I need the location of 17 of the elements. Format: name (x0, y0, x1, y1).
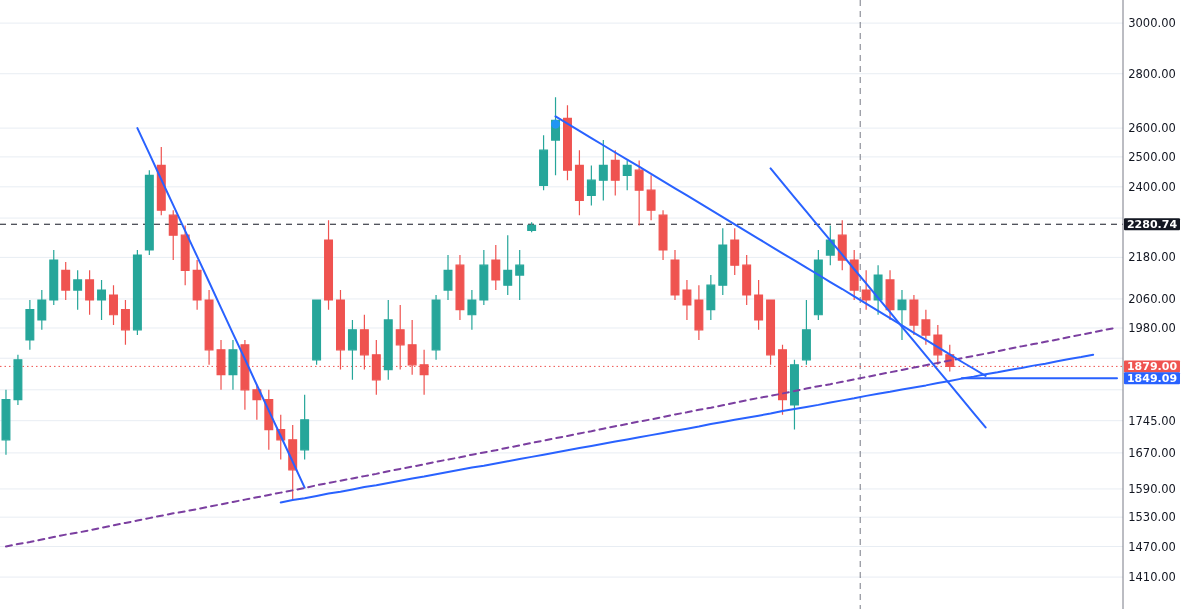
y-tick-label: 1410.00 (1128, 570, 1176, 585)
y-tick-label: 2060.00 (1128, 291, 1176, 306)
y-tick-label: 2400.00 (1128, 179, 1176, 194)
y-tick-label: 2800.00 (1128, 66, 1176, 81)
y-tick-label: 1670.00 (1128, 445, 1176, 460)
y-tick-label: 2180.00 (1128, 250, 1176, 265)
y-tick-label: 1530.00 (1128, 510, 1176, 525)
y-tick-label: 1590.00 (1128, 481, 1176, 496)
y-tick-label: 2600.00 (1128, 121, 1176, 136)
ref-line-label: 2280.74 (1126, 218, 1178, 232)
y-tick-label: 1980.00 (1128, 320, 1176, 335)
y-tick-label: 1745.00 (1128, 413, 1176, 428)
y-tick-label: 2500.00 (1128, 149, 1176, 164)
y-tick-label: 1470.00 (1128, 539, 1176, 554)
series-label: 1849.09 (1126, 372, 1178, 386)
ref-line-label: 1879.00 (1126, 360, 1178, 374)
y-tick-label: 3000.00 (1128, 16, 1176, 31)
